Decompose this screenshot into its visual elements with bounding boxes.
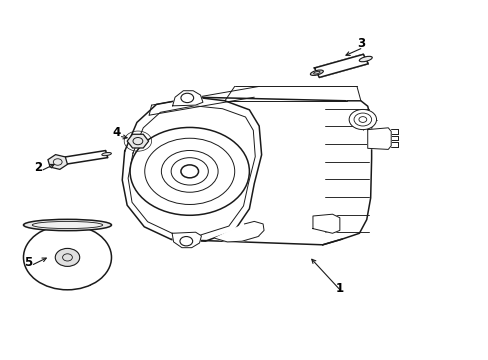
Circle shape: [55, 248, 80, 266]
Ellipse shape: [359, 57, 371, 62]
Circle shape: [130, 127, 249, 215]
Polygon shape: [172, 91, 203, 106]
Polygon shape: [314, 54, 367, 77]
Text: 2: 2: [34, 161, 42, 174]
Polygon shape: [60, 150, 107, 165]
Polygon shape: [312, 214, 339, 233]
Text: 3: 3: [356, 37, 364, 50]
Ellipse shape: [102, 153, 111, 156]
Ellipse shape: [310, 70, 323, 75]
Circle shape: [161, 150, 218, 192]
Text: 4: 4: [112, 126, 120, 139]
Ellipse shape: [32, 221, 102, 229]
Text: 5: 5: [24, 256, 32, 269]
Polygon shape: [172, 232, 201, 248]
Polygon shape: [122, 97, 261, 241]
Polygon shape: [215, 221, 264, 242]
Text: 1: 1: [335, 282, 343, 295]
Circle shape: [23, 225, 111, 290]
Polygon shape: [367, 128, 390, 149]
Circle shape: [348, 109, 376, 130]
Ellipse shape: [23, 219, 111, 231]
Polygon shape: [322, 101, 371, 245]
